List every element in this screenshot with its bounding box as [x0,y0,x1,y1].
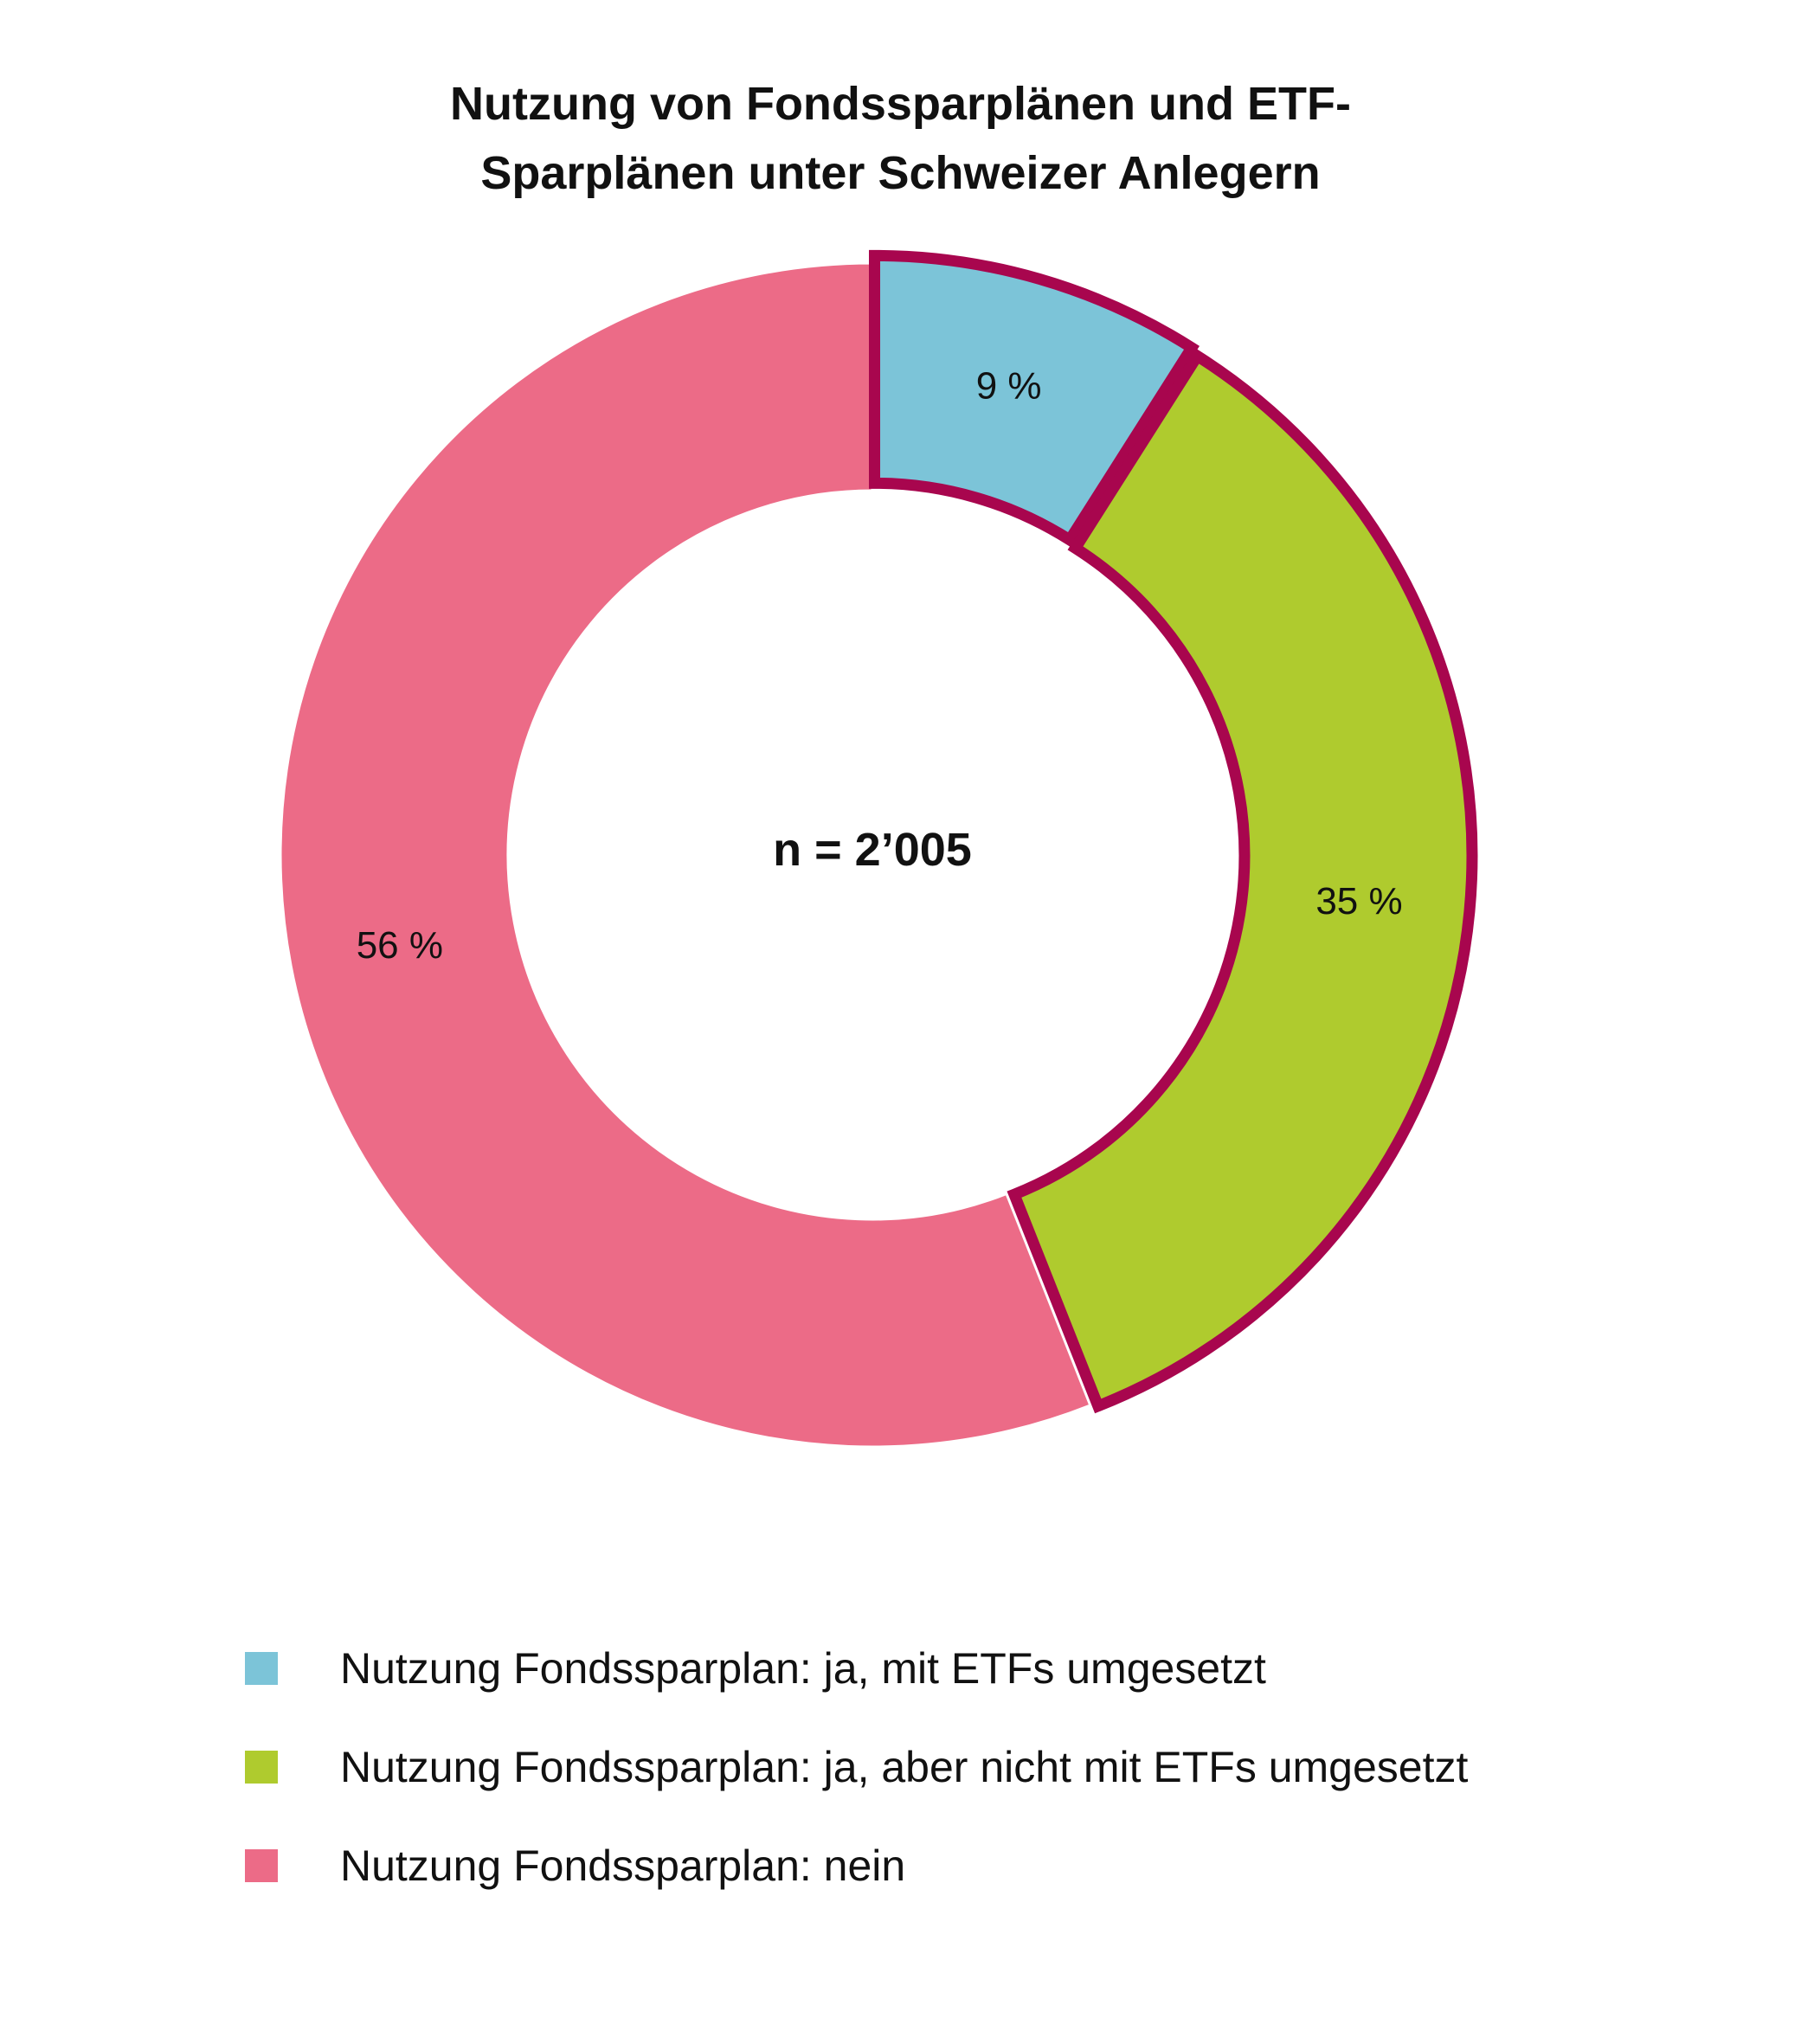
chart-title: Nutzung von Fondssparplänen und ETF- Spa… [0,69,1801,208]
slice-3-label: 56 % [357,924,443,967]
legend-label: Nutzung Fondssparplan: ja, aber nicht mi… [340,1743,1469,1791]
chart-title-line-2: Sparplänen unter Schweizer Anlegern [480,147,1321,199]
legend-label: Nutzung Fondssparplan: nein [340,1842,906,1890]
legend: Nutzung Fondssparplan: ja, mit ETFs umge… [245,1640,1468,1936]
legend-item: Nutzung Fondssparplan: nein [245,1837,1468,1894]
legend-label: Nutzung Fondssparplan: ja, mit ETFs umge… [340,1644,1266,1693]
slice-1-label: 9 % [976,364,1042,407]
legend-swatch [245,1849,278,1882]
legend-swatch [245,1751,278,1784]
slice-2-label: 35 % [1315,880,1402,922]
donut-chart: 9 % 35 % 56 % n = 2’005 [279,249,1478,1449]
legend-item: Nutzung Fondssparplan: ja, aber nicht mi… [245,1739,1468,1796]
legend-item: Nutzung Fondssparplan: ja, mit ETFs umge… [245,1640,1468,1697]
slice-2-highlight-border [1007,348,1478,1414]
highlight-layer [869,249,1478,1414]
center-label: n = 2’005 [773,824,972,876]
labels-layer: 9 % 35 % 56 % [357,364,1403,967]
slice-1-highlight-border [869,249,1200,548]
chart-title-line-1: Nutzung von Fondssparplänen und ETF- [450,78,1351,130]
slice-3 [279,261,1092,1449]
legend-swatch [245,1652,278,1685]
